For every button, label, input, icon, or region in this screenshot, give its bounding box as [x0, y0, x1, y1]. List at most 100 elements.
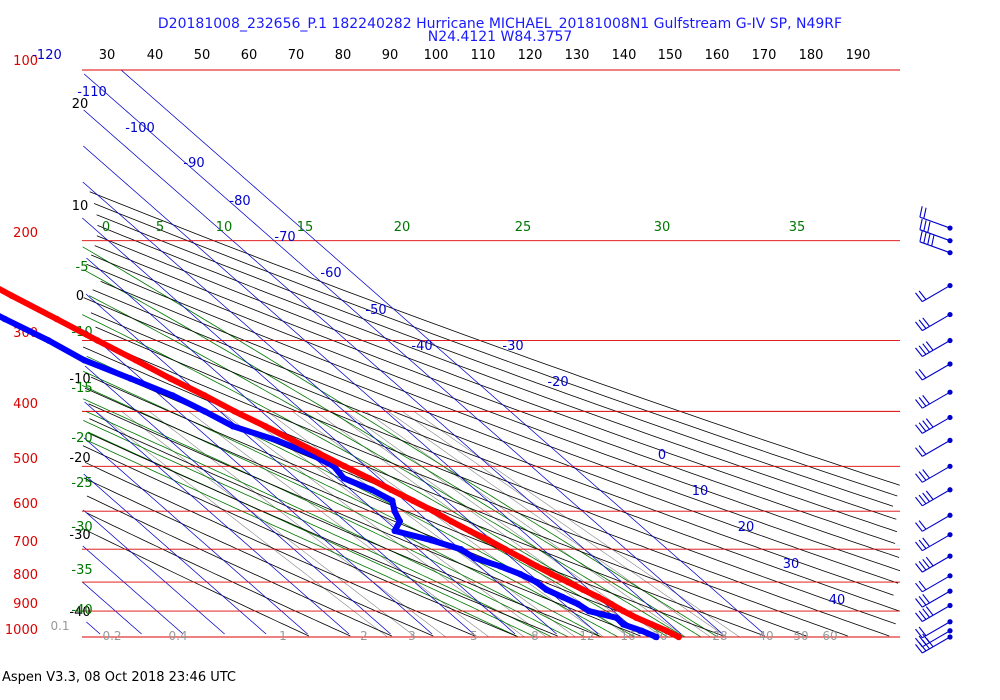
isotherm-label: -20 — [547, 375, 568, 390]
dewpoint-point — [391, 527, 398, 535]
moist-adiabat-label: 35 — [789, 220, 806, 235]
wind-barb — [915, 512, 953, 532]
dewpoint-profile — [0, 313, 660, 641]
isotherm-line — [120, 69, 765, 635]
temperature-point — [167, 375, 174, 382]
wind-barb-feather — [915, 399, 923, 409]
top-axis-tick-label: 100 — [424, 48, 449, 63]
top-axis-tick-label: 70 — [288, 48, 305, 63]
dewpoint-point — [496, 563, 504, 570]
moist-adiabat-line — [87, 440, 519, 638]
wind-barb-staff — [922, 555, 951, 573]
dewpoint-point — [391, 508, 398, 515]
wind-barb-feather — [918, 422, 927, 432]
isotherm-line — [85, 293, 474, 635]
isotherm-line — [84, 365, 391, 635]
mixing-ratio-line — [220, 411, 525, 638]
wind-barb-staff — [922, 439, 951, 457]
wind-barb-feather — [919, 230, 923, 242]
isotherm-line — [82, 509, 225, 635]
dewpoint-point — [559, 593, 566, 601]
wind-barb — [915, 337, 953, 357]
wind-barb-feather — [925, 341, 934, 351]
mixing-ratio-label: 28 — [712, 629, 727, 643]
wind-barb — [915, 553, 953, 573]
wind-barb-feather — [918, 561, 927, 571]
dry-adiabat-line — [90, 376, 724, 637]
dewpoint-point — [620, 621, 627, 628]
isotherm-label: -60 — [320, 266, 341, 281]
isotherm-label: -90 — [183, 156, 204, 171]
pressure-tick-label: 700 — [13, 535, 38, 550]
dry-adiabat-line — [94, 245, 896, 544]
wind-barb-feather — [918, 580, 927, 591]
wind-barb-staff — [919, 216, 951, 229]
moist-adiabat-label: 20 — [394, 220, 411, 235]
isotherm-label: 10 — [692, 484, 709, 499]
wind-barb-staff — [922, 590, 951, 608]
wind-barb-feather — [915, 598, 923, 608]
dry-adiabat-line — [87, 432, 558, 637]
wind-barb-feather — [915, 563, 923, 573]
temperature-point — [501, 546, 509, 553]
wind-barb-staff — [919, 241, 951, 254]
temperature-point — [564, 578, 572, 586]
isotherm-label: -30 — [502, 339, 523, 354]
isotherm-line — [83, 437, 308, 635]
dewpoint-point — [428, 537, 435, 544]
moist-adiabat-label: 10 — [216, 220, 233, 235]
wind-barb-staff — [922, 285, 951, 303]
moist-adiabat-left-label: -15 — [71, 381, 92, 396]
mixing-ratio-label: 0.2 — [102, 629, 121, 643]
mixing-ratio-line — [121, 411, 416, 638]
dry-adiabat-label: 0 — [76, 289, 84, 304]
temperature-point — [388, 486, 395, 493]
temperature-line — [0, 285, 682, 640]
mixing-ratio-label: 12 — [579, 629, 594, 643]
temperature-point — [579, 586, 586, 593]
moist-adiabat-left-label: -25 — [71, 476, 92, 491]
temperature-point — [620, 607, 627, 615]
dewpoint-point — [169, 392, 176, 399]
temperature-point — [341, 463, 348, 470]
wind-barb-feather — [915, 644, 923, 654]
moist-adiabat-line — [89, 295, 685, 638]
wind-barbs — [915, 206, 953, 654]
mixing-ratio-line — [95, 411, 388, 638]
temperature-point — [94, 337, 101, 344]
top-axis-tick-label: 170 — [752, 48, 777, 63]
wind-barb-feather — [922, 420, 930, 430]
isotherm-label: 40 — [829, 593, 846, 608]
dewpoint-point — [389, 497, 396, 504]
temperature-point — [316, 450, 323, 457]
moist-adiabat-line — [83, 420, 552, 638]
top-axis-tick-label: 180 — [799, 48, 824, 63]
top-axis-tick-label: 30 — [99, 48, 116, 63]
wind-barb — [915, 311, 953, 332]
temperature-point — [518, 554, 525, 561]
dewpoint-point — [368, 486, 375, 493]
dry-adiabat-line — [82, 333, 848, 637]
dry-adiabat-line — [86, 263, 901, 572]
wind-barb-feather — [915, 371, 923, 381]
dry-adiabat-line — [84, 461, 475, 637]
wind-barb-feather — [931, 235, 935, 247]
wind-barb-staff — [922, 621, 951, 639]
isotherm-line — [83, 473, 267, 635]
wind-barb-staff — [922, 465, 951, 483]
dry-adiabat-line — [96, 214, 894, 507]
dewpoint-point — [201, 408, 208, 415]
isotherm-line — [83, 145, 640, 635]
dry-adiabat-label: -20 — [69, 451, 90, 466]
dry-adiabat-label: 20 — [72, 97, 89, 112]
isotherm-label: 30 — [783, 557, 800, 572]
temperature-profile — [0, 285, 682, 641]
dry-adiabat-line — [92, 289, 894, 596]
wind-barb — [915, 414, 953, 434]
dry-adiabat-line — [83, 477, 434, 637]
wind-barb — [919, 218, 953, 244]
chart-subtitle-coordinates: N24.4121 W84.3757 — [427, 29, 573, 45]
dry-adiabat-line — [82, 445, 517, 637]
wind-barb-staff — [922, 636, 951, 654]
mixing-ratio-label: 16 — [620, 629, 635, 643]
